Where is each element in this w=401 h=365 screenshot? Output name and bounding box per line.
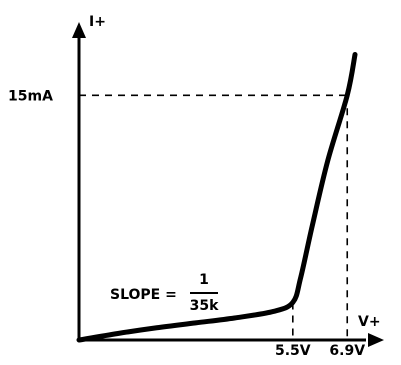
x-axis-label: V+ <box>358 314 381 330</box>
slope-annotation-denominator: 35k <box>190 298 219 314</box>
x-axis-arrow-icon <box>368 333 384 347</box>
x-marker-label-6-9v: 6.9V <box>329 343 365 359</box>
slope-annotation-numerator: 1 <box>199 272 209 288</box>
slope-annotation-prefix: SLOPE = <box>110 287 177 303</box>
y-axis-arrow-icon <box>72 22 86 38</box>
iv-curve <box>76 51 358 343</box>
y-axis-label: I+ <box>89 14 106 30</box>
x-marker-label-5-5v: 5.5V <box>275 343 311 359</box>
y-marker-label-15ma: 15mA <box>8 88 53 104</box>
